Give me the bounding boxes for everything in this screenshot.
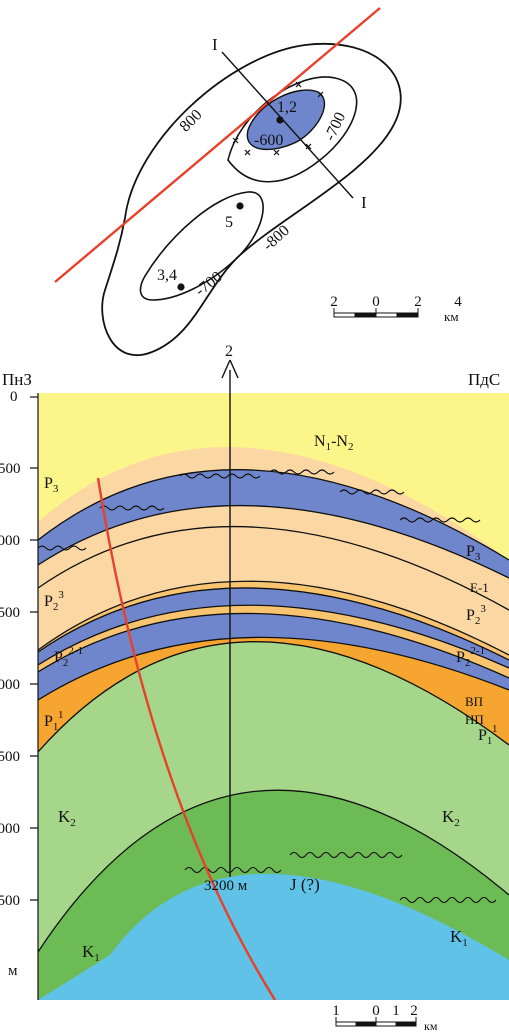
well-5-dot xyxy=(236,202,244,210)
unconformity-jurassic xyxy=(184,851,497,904)
svg-text:Р22-1: Р22-1 xyxy=(54,645,83,669)
svg-text:K1: K1 xyxy=(82,942,100,964)
section-scale-tick-1a: 1 xyxy=(332,1003,340,1019)
label-k1-left: K1 xyxy=(82,942,100,964)
label-p1-1-right: Р11 xyxy=(478,723,498,747)
label-p2-3-left: Р23 xyxy=(44,589,64,613)
horizon-lines xyxy=(38,469,509,953)
svg-text:Р23: Р23 xyxy=(466,603,486,627)
section-fault-line xyxy=(96,477,277,1000)
well-2-label: 2 xyxy=(225,343,233,360)
well-label-1-2: 1,2 xyxy=(277,99,297,116)
unconformity-p3 xyxy=(38,469,481,551)
section-line-I-I xyxy=(221,51,354,199)
svg-text:Р11: Р11 xyxy=(44,709,64,733)
depth-label-3000: 3000 xyxy=(0,821,20,837)
section-scale-tick-2: 2 xyxy=(410,1003,418,1019)
contour-800-outer xyxy=(101,42,402,356)
map-scale-tick-2b: 2 xyxy=(414,294,422,310)
depth-label-0: 0 xyxy=(10,389,18,405)
label-k2-left: K2 xyxy=(58,807,76,829)
contour-label-minus800: -800 xyxy=(260,222,293,254)
well-label-3-4: 3,4 xyxy=(157,267,177,284)
structure-map: I I 800 -600 -700 -800 -700 1,2 5 3,4 2 … xyxy=(54,7,462,356)
svg-text:K2: K2 xyxy=(442,807,460,829)
direction-right: ПдС xyxy=(468,370,500,389)
depth-label-3500: 3500 xyxy=(0,893,20,909)
label-p2-3-right: Р23 xyxy=(466,603,486,627)
depth-label-2000: 2000 xyxy=(0,677,20,693)
direction-left: ПнЗ xyxy=(2,370,32,389)
section-label-top: I xyxy=(212,35,218,54)
map-fault-line xyxy=(54,7,381,283)
label-p2-21-left: Р22-1 xyxy=(54,645,83,669)
label-np: НП xyxy=(465,712,484,727)
label-p3-right: Р3 xyxy=(466,543,481,563)
svg-text:Р22-1: Р22-1 xyxy=(456,645,485,669)
svg-text:K2: K2 xyxy=(58,807,76,829)
label-p1-1-left: Р11 xyxy=(44,709,64,733)
well-3-4-dot xyxy=(177,283,185,291)
label-p3-left: Р3 xyxy=(44,475,59,495)
map-scale-tick-2a: 2 xyxy=(330,294,338,310)
map-scale-tick-0: 0 xyxy=(372,294,380,310)
label-e1: Е-1 xyxy=(470,580,489,595)
well-2-symbol xyxy=(221,359,239,379)
map-scale-bar xyxy=(333,308,419,318)
svg-text:Р11: Р11 xyxy=(478,723,498,747)
section-scale-bar xyxy=(335,1017,417,1027)
well-depth-label: 3200 м xyxy=(204,878,248,894)
depth-label-1500: 1500 xyxy=(0,605,20,621)
depth-label-2500: 2500 xyxy=(0,749,20,765)
depth-label-unit: м xyxy=(8,963,18,979)
label-k2-right: K2 xyxy=(442,807,460,829)
section-scale-unit: км xyxy=(424,1019,438,1033)
map-scale-unit: км xyxy=(444,309,459,324)
svg-text:K1: K1 xyxy=(450,927,468,949)
svg-text:N1-N2: N1-N2 xyxy=(314,433,353,453)
contour-700-south xyxy=(139,191,264,301)
label-jurassic: J (?) xyxy=(290,875,320,894)
dome-600 xyxy=(246,89,326,150)
svg-text:Р23: Р23 xyxy=(44,589,64,613)
label-p2-21-right: Р22-1 xyxy=(456,645,485,669)
contour-label-800: 800 xyxy=(177,106,206,135)
label-n1n2: N1-N2 xyxy=(314,433,353,453)
svg-text:Р3: Р3 xyxy=(44,475,59,495)
well-1-2-dot xyxy=(276,116,284,124)
map-scale-tick-4: 4 xyxy=(454,294,462,310)
contour-label-minus600: -600 xyxy=(254,132,283,149)
contour-label-minus700-dome: -700 xyxy=(321,110,349,144)
section-scale-tick-1b: 1 xyxy=(392,1003,400,1019)
dome-crosses xyxy=(232,81,324,156)
cross-section: 0 500 1000 1500 2000 2500 3000 3500 м Пн… xyxy=(0,343,509,1033)
label-k1-right: K1 xyxy=(450,927,468,949)
svg-text:Р3: Р3 xyxy=(466,543,481,563)
layer-jurassic xyxy=(38,873,509,1000)
section-scale-tick-0: 0 xyxy=(372,1003,380,1019)
depth-label-500: 500 xyxy=(0,461,21,477)
section-label-bottom: I xyxy=(361,193,367,212)
label-vp: ВП xyxy=(465,694,483,709)
depth-label-1000: 1000 xyxy=(0,533,20,549)
well-label-5: 5 xyxy=(225,214,233,231)
depth-axis-ticks xyxy=(30,396,38,901)
